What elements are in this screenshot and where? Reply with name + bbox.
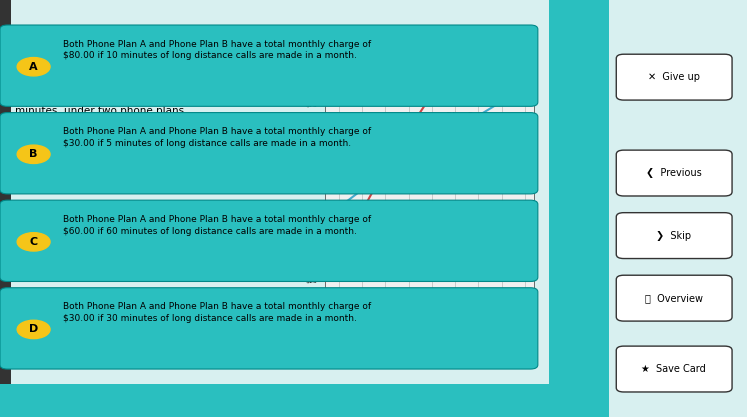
Y-axis label: Charge: Charge xyxy=(297,154,303,179)
Text: ❯  Skip: ❯ Skip xyxy=(656,231,692,241)
Text: Plan B: Plan B xyxy=(446,112,473,121)
Text: D: D xyxy=(29,324,38,334)
Text: A: A xyxy=(29,62,38,72)
Text: B: B xyxy=(29,149,38,159)
Text: ★  Save Card: ★ Save Card xyxy=(642,364,706,374)
Text: Plan A: Plan A xyxy=(367,137,394,146)
X-axis label: Number of minutes: Number of minutes xyxy=(396,307,463,313)
Title: MONTHLY PHONE BILL: MONTHLY PHONE BILL xyxy=(374,30,486,40)
Text: C: C xyxy=(30,237,37,247)
Text: Both Phone Plan A and Phone Plan B have a total monthly charge of
$60.00 if 60 m: Both Phone Plan A and Phone Plan B have … xyxy=(63,215,371,236)
Text: ✕  Give up: ✕ Give up xyxy=(648,72,700,82)
Text: 🔍  Overview: 🔍 Overview xyxy=(645,293,703,303)
Text: The graph on the right shows
the linear relationship between
the total monthly c: The graph on the right shows the linear … xyxy=(15,50,190,144)
Text: ❮  Previous: ❮ Previous xyxy=(646,168,701,178)
Text: Both Phone Plan A and Phone Plan B have a total monthly charge of
$30.00 if 30 m: Both Phone Plan A and Phone Plan B have … xyxy=(63,302,371,323)
Text: Both Phone Plan A and Phone Plan B have a total monthly charge of
$30.00 if 5 mi: Both Phone Plan A and Phone Plan B have … xyxy=(63,127,371,148)
Text: Both Phone Plan A and Phone Plan B have a total monthly charge of
$80.00 if 10 m: Both Phone Plan A and Phone Plan B have … xyxy=(63,40,371,60)
